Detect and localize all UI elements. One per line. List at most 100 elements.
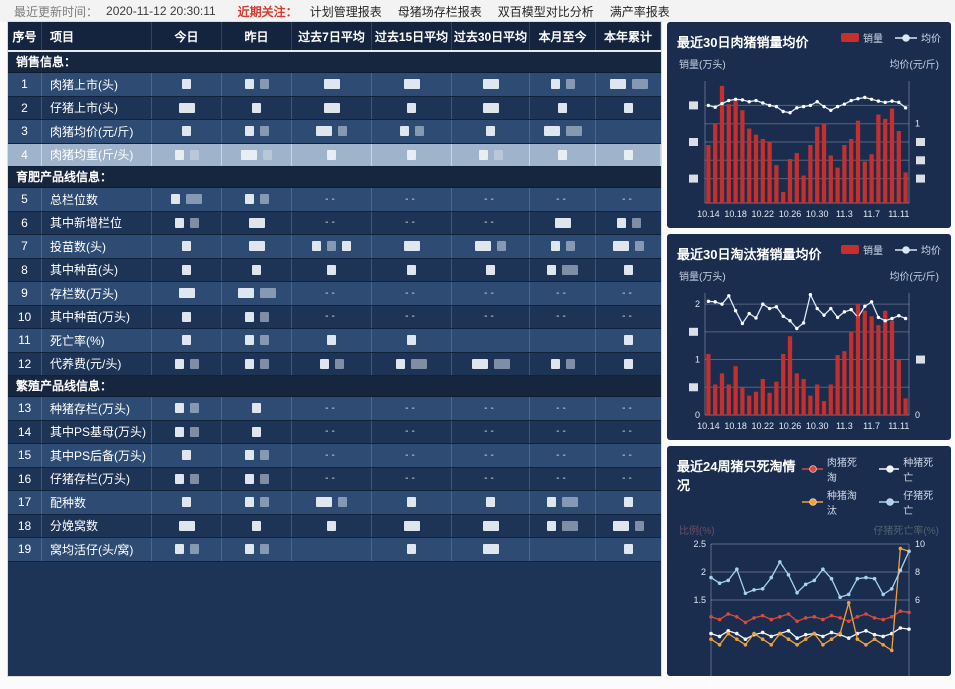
redacted-value (562, 497, 578, 508)
table-row[interactable]: 6 其中新增栏位 -- -- -- (8, 211, 661, 235)
x-tick-label: 10.26 (779, 209, 802, 219)
data-cell: -- (530, 305, 596, 328)
x-tick-label: 11.3 (836, 421, 853, 431)
data-cell (152, 258, 222, 281)
redacted-value (342, 241, 351, 252)
legend-item[interactable]: 均价 (895, 30, 941, 45)
masked-dash: -- (405, 311, 418, 323)
axis-labels: 销量(万头) 均价(元/斤) (679, 56, 939, 71)
legend-line-swatch (878, 465, 900, 473)
table-row[interactable]: 12 代养费(元/头) (8, 352, 661, 376)
data-cell (152, 211, 222, 234)
redacted-value (338, 126, 347, 137)
svg-text:1: 1 (915, 119, 920, 129)
svg-text:0: 0 (695, 410, 700, 420)
chart-title: 最近24周猪只死淘情况 (677, 459, 796, 493)
data-cell: -- (596, 420, 661, 443)
redacted-value (259, 194, 269, 205)
data-cell (222, 211, 292, 234)
table-row[interactable]: 3 肉猪均价(元/斤) (8, 120, 661, 144)
table-row[interactable]: 9 存栏数(万头) -- -- -- -- -- (8, 282, 661, 306)
table-row[interactable]: 13 种猪存栏(万头) -- -- -- -- -- (8, 397, 661, 421)
topbar-link-4[interactable]: 满产率报表 (609, 4, 670, 19)
data-cell (222, 491, 292, 514)
data-cell (292, 329, 372, 352)
redacted-value (558, 149, 567, 160)
redacted-value (565, 358, 575, 369)
table-row[interactable]: 10 其中种苗(万头) -- -- -- -- -- (8, 305, 661, 329)
table-row[interactable]: 18 分娩窝数 (8, 514, 661, 538)
data-cell (222, 120, 292, 143)
table-row[interactable]: 1 肉猪上市(头) (8, 73, 661, 97)
table-row[interactable]: 14 其中PS基母(万头) -- -- -- -- -- (8, 420, 661, 444)
chart-legend: 销量 均价 (841, 242, 941, 257)
y-axis-label-left: 销量(万头) (679, 272, 726, 283)
redacted-value (182, 335, 191, 346)
data-cell (152, 397, 222, 420)
row-index: 19 (8, 538, 42, 561)
redacted-axis-tick (689, 138, 698, 146)
table-row[interactable]: 8 其中种苗(头) (8, 258, 661, 282)
table-row[interactable]: 16 仔猪存栏(万头) -- -- -- -- -- (8, 467, 661, 491)
masked-dash: -- (622, 311, 635, 323)
axis-labels: 销量(万头) 均价(元/斤) (679, 268, 939, 283)
legend-label: 销量 (863, 34, 883, 45)
masked-dash: -- (484, 193, 497, 205)
table-row[interactable]: 7 投苗数(头) (8, 235, 661, 259)
table-row[interactable]: 17 配种数 (8, 491, 661, 515)
masked-dash: -- (622, 193, 635, 205)
legend-item[interactable]: 销量 (841, 242, 883, 257)
data-cell (152, 188, 222, 211)
legend-line-swatch (802, 498, 823, 506)
charts-panel: 最近30日肉猪销量均价 销量 均价 销量(万头) 均价(元/斤) 1 10.14 10.18 1… (667, 22, 951, 689)
redacted-value (178, 520, 195, 531)
page: { "topbar": { "update_label": "最近更新时间：",… (8, 4, 951, 676)
masked-dash: -- (405, 193, 418, 205)
row-item-label: 存栏数(万头) (42, 282, 152, 305)
legend-item[interactable]: 种猪淘汰 (802, 487, 864, 517)
row-item-label: 其中新增栏位 (42, 211, 152, 234)
bars-series (706, 304, 908, 415)
redacted-value (259, 288, 276, 299)
redacted-value (189, 544, 199, 555)
data-cell (452, 235, 530, 258)
redacted-value (550, 358, 560, 369)
row-item-label: 仔猪上市(头) (42, 96, 152, 119)
data-cell (222, 73, 292, 96)
table-row[interactable]: 15 其中PS后备(万头) -- -- -- -- -- (8, 444, 661, 468)
data-cell: -- (596, 467, 661, 490)
redacted-value (403, 520, 420, 531)
topbar-link-3[interactable]: 双百模型对比分析 (497, 4, 594, 19)
redacted-value (244, 450, 254, 461)
redacted-value (550, 241, 560, 252)
legend-item[interactable]: 销量 (841, 30, 883, 45)
redacted-value (244, 335, 254, 346)
redacted-value (411, 358, 427, 369)
row-item-label: 其中PS后备(万头) (42, 444, 152, 467)
legend-item[interactable]: 肉猪死淘 (802, 454, 864, 484)
legend-item[interactable]: 仔猪死亡 (878, 487, 941, 517)
report-table: 序号 项目 今日 昨日 过去7日平均 过去15日平均 过去30日平均 本月至今 本年累计 销售信息… (8, 22, 661, 676)
data-cell (292, 491, 372, 514)
data-cell (292, 352, 372, 375)
row-index: 14 (8, 420, 42, 443)
data-cell: -- (530, 420, 596, 443)
redacted-value (174, 544, 184, 555)
table-row[interactable]: 4 肉猪均重(斤/头) (8, 143, 661, 167)
topbar-link-2[interactable]: 母猪场存栏报表 (397, 4, 482, 19)
redacted-value (244, 544, 254, 555)
row-index: 4 (8, 143, 42, 166)
x-tick-label: 10.22 (752, 209, 775, 219)
table-row[interactable]: 5 总栏位数 -- -- -- -- -- (8, 188, 661, 212)
topbar-link-1[interactable]: 计划管理报表 (309, 4, 382, 19)
legend-item[interactable]: 均价 (895, 242, 941, 257)
legend-item[interactable]: 种猪死亡 (878, 454, 941, 484)
masked-dash: -- (405, 402, 418, 414)
redacted-value (624, 264, 633, 275)
redacted-value (182, 311, 191, 322)
table-row[interactable]: 2 仔猪上市(头) (8, 96, 661, 120)
table-row[interactable]: 11 死亡率(%) (8, 329, 661, 353)
data-cell (222, 329, 292, 352)
table-row[interactable]: 19 窝均活仔(头/窝) (8, 538, 661, 562)
data-cell: -- (292, 467, 372, 490)
